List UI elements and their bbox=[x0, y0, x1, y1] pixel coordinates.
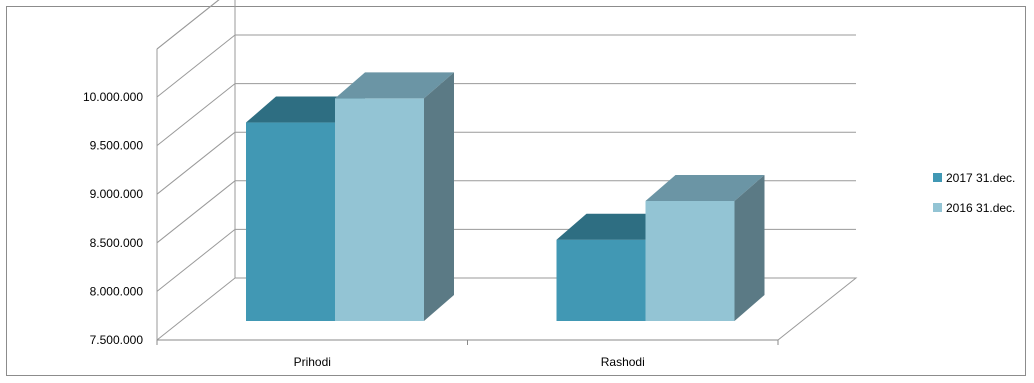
legend-swatch bbox=[933, 173, 942, 182]
category-label: Prihodi bbox=[294, 355, 331, 369]
bar-front bbox=[645, 200, 735, 321]
y-tick-label: 8.000.000 bbox=[90, 284, 144, 298]
bar-top bbox=[335, 72, 454, 99]
gridline-diagonal bbox=[156, 34, 236, 98]
legend-label: 2017 31.dec. bbox=[946, 171, 1015, 185]
bar-front bbox=[556, 239, 646, 321]
bar-rashodi-series-2 bbox=[645, 174, 765, 321]
chart-walls bbox=[156, 0, 236, 340]
category-labels: Prihodi Rashodi bbox=[294, 355, 645, 369]
gridline-diagonal bbox=[156, 131, 236, 195]
gridline-diagonal bbox=[156, 277, 236, 341]
bar-side bbox=[424, 72, 454, 321]
legend: 2017 31.dec. 2016 31.dec. bbox=[933, 171, 1015, 215]
bar-top bbox=[645, 174, 765, 201]
y-tick-label: 7.500.000 bbox=[90, 333, 144, 347]
gridline-diagonal bbox=[156, 180, 236, 244]
y-tick-label: 8.500.000 bbox=[90, 236, 144, 250]
legend-label: 2016 31.dec. bbox=[946, 201, 1015, 215]
bars bbox=[246, 72, 765, 321]
bar-front bbox=[246, 122, 335, 321]
y-tick-label: 10.000.000 bbox=[83, 90, 143, 104]
gridline-diagonal bbox=[156, 0, 220, 50]
bar-prihodi-series-2 bbox=[335, 72, 454, 321]
gridline-diagonal bbox=[156, 83, 236, 146]
y-tick-label: 9.000.000 bbox=[90, 187, 144, 201]
left-wall-top bbox=[156, 0, 220, 50]
legend-swatch bbox=[933, 203, 942, 212]
bar-front bbox=[335, 98, 424, 321]
bar-side bbox=[734, 174, 765, 321]
axes bbox=[156, 277, 858, 345]
y-tick-label: 9.500.000 bbox=[90, 139, 144, 153]
category-label: Rashodi bbox=[601, 355, 645, 369]
chart-frame bbox=[6, 6, 1026, 376]
gridline-diagonal bbox=[156, 229, 236, 292]
y-tick-labels: 7.500.000 8.000.000 8.500.000 9.000.000 9.50… bbox=[83, 90, 143, 347]
